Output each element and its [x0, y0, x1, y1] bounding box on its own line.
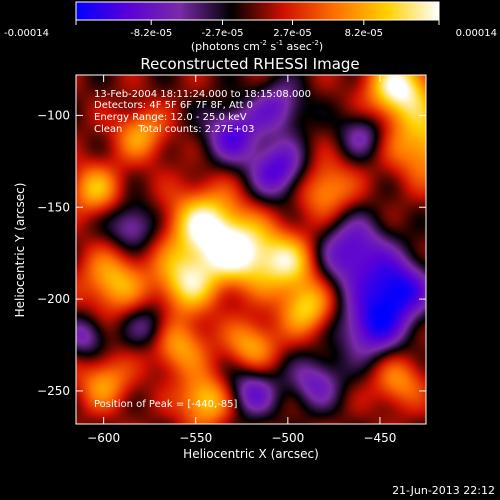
y-axis-label: Heliocentric Y (arcsec)	[13, 183, 27, 318]
colorbar-tick-label: 2.7e-05	[273, 28, 311, 39]
y-tick-label: −200	[37, 292, 70, 306]
x-tick-label: −450	[363, 431, 396, 445]
colorbar-strip	[75, 1, 440, 21]
colorbar-tick-label: -0.00014	[4, 28, 49, 39]
colorbar-tick-label: 8.2e-05	[345, 28, 383, 39]
x-axis-label: Heliocentric X (arcsec)	[183, 447, 319, 461]
y-tick-label: −150	[37, 200, 70, 214]
colorbar-unit-label: (photons cm-2 s-1 asec-2)	[191, 39, 323, 53]
colorbar-tick-label: 0.00014	[456, 28, 497, 39]
colorbar-tick-label: -2.7e-05	[201, 28, 243, 39]
x-axis: −600 −550 −500 −450	[87, 75, 396, 445]
x-tick-label: −600	[87, 431, 120, 445]
annotation-block: 13-Feb-2004 18:11:24.000 to 18:15:08.000…	[94, 89, 311, 135]
annotation-energy-range: Energy Range: 12.0 - 25.0 keV	[94, 112, 247, 123]
annotation-time-range: 13-Feb-2004 18:11:24.000 to 18:15:08.000	[94, 89, 311, 100]
heatmap-image	[76, 75, 426, 424]
annotation-detectors: Detectors: 4F 5F 6F 7F 8F, Att 0	[94, 100, 253, 111]
footer-timestamp: 21-Jun-2013 22:12	[392, 484, 495, 497]
x-tick-label: −500	[271, 431, 304, 445]
y-tick-label: −250	[37, 384, 70, 398]
peak-position-label: Position of Peak = [-440,-85]	[94, 399, 238, 410]
annotation-total-counts: Clean Total counts: 2.27E+03	[94, 124, 254, 135]
colorbar: -0.00014 -8.2e-05 -2.7e-05 2.7e-05 8.2e-05 0.…	[4, 1, 497, 53]
colorbar-tick-label: -8.2e-05	[130, 28, 172, 39]
plot-frame	[75, 74, 427, 425]
chart-title: Reconstructed RHESSI Image	[140, 55, 359, 73]
y-axis: −100 −150 −200 −250	[37, 108, 426, 398]
y-tick-label: −100	[37, 108, 70, 122]
colorbar-ticks: -0.00014 -8.2e-05 -2.7e-05 2.7e-05 8.2e-05 0.…	[4, 20, 497, 39]
x-tick-label: −550	[179, 431, 212, 445]
